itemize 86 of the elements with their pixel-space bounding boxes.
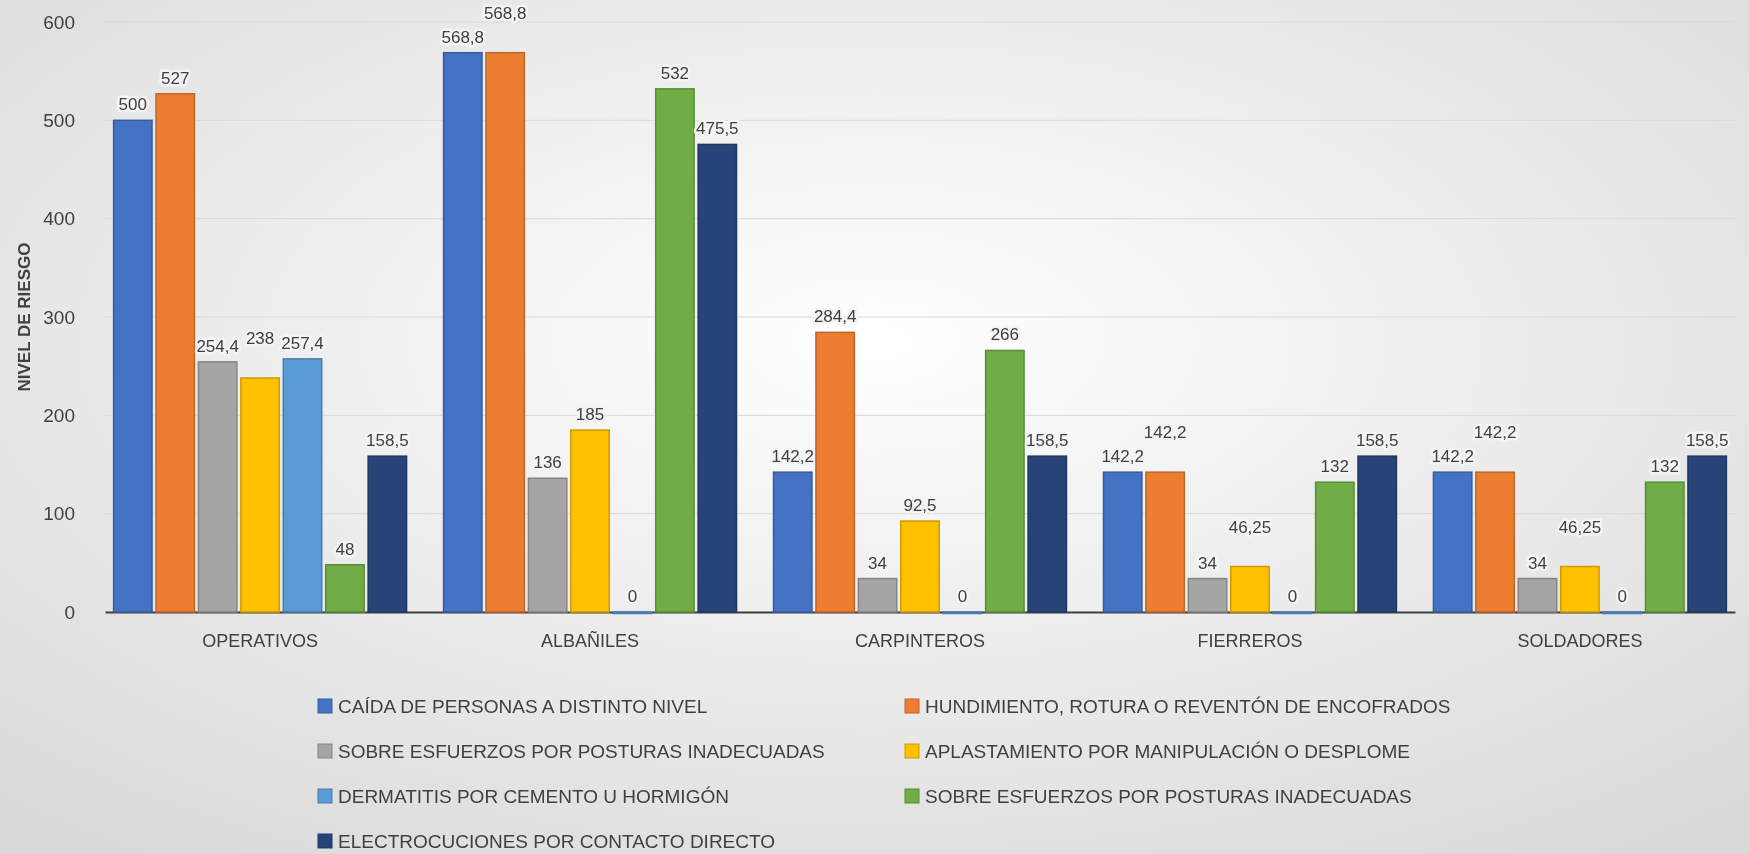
data-label: 0: [627, 587, 638, 606]
data-label: 0: [957, 587, 968, 606]
data-label: 136: [533, 453, 562, 473]
data-label: 132: [1320, 457, 1349, 477]
bar: [570, 429, 610, 613]
x-tick-label: OPERATIVOS: [202, 630, 318, 651]
y-tick-label: 0: [64, 601, 75, 623]
data-label: 132: [1650, 457, 1679, 477]
x-tick-label: SOLDADORES: [1517, 630, 1643, 651]
bar: [815, 331, 856, 613]
data-label: 568,8: [441, 27, 485, 47]
legend-label: ELECTROCUCIONES POR CONTACTO DIRECTO: [338, 831, 776, 852]
bar: [654, 88, 695, 613]
data-label: 158,5: [1355, 431, 1399, 451]
y-tick-label: 600: [43, 11, 75, 33]
bar: [984, 349, 1025, 613]
bar: [197, 361, 238, 613]
y-tick-label: 200: [43, 404, 75, 426]
data-label: 142,2: [1473, 423, 1517, 443]
legend-label: DERMATITIS POR CEMENTO U HORMIGÓN: [338, 786, 729, 807]
bar: [240, 377, 281, 613]
data-label: 142,2: [1101, 447, 1144, 467]
bar: [1357, 455, 1398, 613]
data-label: 158,5: [366, 431, 409, 451]
data-label: 254,4: [196, 336, 239, 356]
y-tick-label: 500: [43, 109, 75, 131]
bar: [367, 455, 408, 613]
bar: [485, 51, 526, 613]
data-label: 46,25: [1558, 517, 1602, 537]
data-label: 527: [161, 68, 190, 88]
data-label: 46,25: [1228, 517, 1272, 537]
data-label: 284,4: [813, 307, 857, 327]
bar: [857, 577, 898, 613]
x-tick-label: ALBAÑILES: [541, 629, 640, 651]
data-label: 0: [1617, 587, 1628, 606]
data-label: 185: [575, 405, 605, 425]
bar: [1230, 565, 1270, 613]
y-tick-label: 400: [43, 208, 75, 230]
bar: [1102, 471, 1143, 613]
y-tick-label: 300: [43, 306, 75, 328]
legend-label: SOBRE ESFUERZOS POR POSTURAS INADECUADAS: [925, 786, 1412, 807]
bar: [1559, 565, 1600, 613]
x-tick-label: FIERREROS: [1197, 630, 1303, 651]
bar: [1432, 471, 1473, 613]
bar: [442, 51, 483, 613]
data-label: 257,4: [281, 333, 324, 353]
bar: [772, 471, 813, 613]
data-label: 0: [1287, 587, 1298, 606]
bar: [282, 358, 323, 613]
legend-label: SOBRE ESFUERZOS POR POSTURAS INADECUADAS: [338, 741, 825, 762]
y-tick-label: 100: [43, 503, 75, 525]
bar: [1187, 577, 1228, 613]
data-label: 142,2: [771, 447, 814, 467]
legend-label: APLASTAMIENTO POR MANIPULACIÓN O DESPLOME: [925, 741, 1410, 762]
data-label: 34: [1528, 553, 1547, 573]
bar: [1644, 481, 1685, 613]
data-label: 158,5: [1026, 431, 1069, 451]
bar: [1475, 471, 1516, 613]
legend-label: CAÍDA DE PERSONAS A DISTINTO NIVEL: [338, 696, 708, 717]
x-tick-label: CARPINTEROS: [854, 630, 986, 651]
data-label: 532: [660, 63, 690, 83]
bar: [324, 564, 365, 613]
bar: [1314, 481, 1355, 613]
data-label: 500: [118, 95, 147, 115]
bar: [1687, 455, 1728, 613]
bar: [112, 119, 153, 613]
data-label: 266: [990, 325, 1020, 345]
data-label: 92,5: [903, 496, 937, 516]
data-label: 238: [245, 328, 275, 348]
data-label: 475,5: [696, 119, 739, 139]
data-label: 142,2: [1143, 423, 1187, 443]
data-label: 158,5: [1685, 431, 1729, 451]
bar: [900, 520, 940, 613]
data-label: 568,8: [483, 3, 527, 23]
data-label: 48: [335, 539, 355, 559]
bar: [527, 477, 568, 613]
legend-label: HUNDIMIENTO, ROTURA O REVENTÓN DE ENCOFRADOS: [925, 696, 1451, 717]
data-label: 34: [868, 553, 888, 573]
data-label: 34: [1198, 553, 1217, 573]
y-axis-title: NIVEL DE RIESGO: [15, 242, 34, 392]
bar: [697, 143, 738, 613]
bar: [155, 93, 196, 613]
data-label: 142,2: [1431, 447, 1474, 467]
bar: [1027, 455, 1068, 613]
bar: [1145, 471, 1186, 613]
bar: [1517, 577, 1558, 613]
